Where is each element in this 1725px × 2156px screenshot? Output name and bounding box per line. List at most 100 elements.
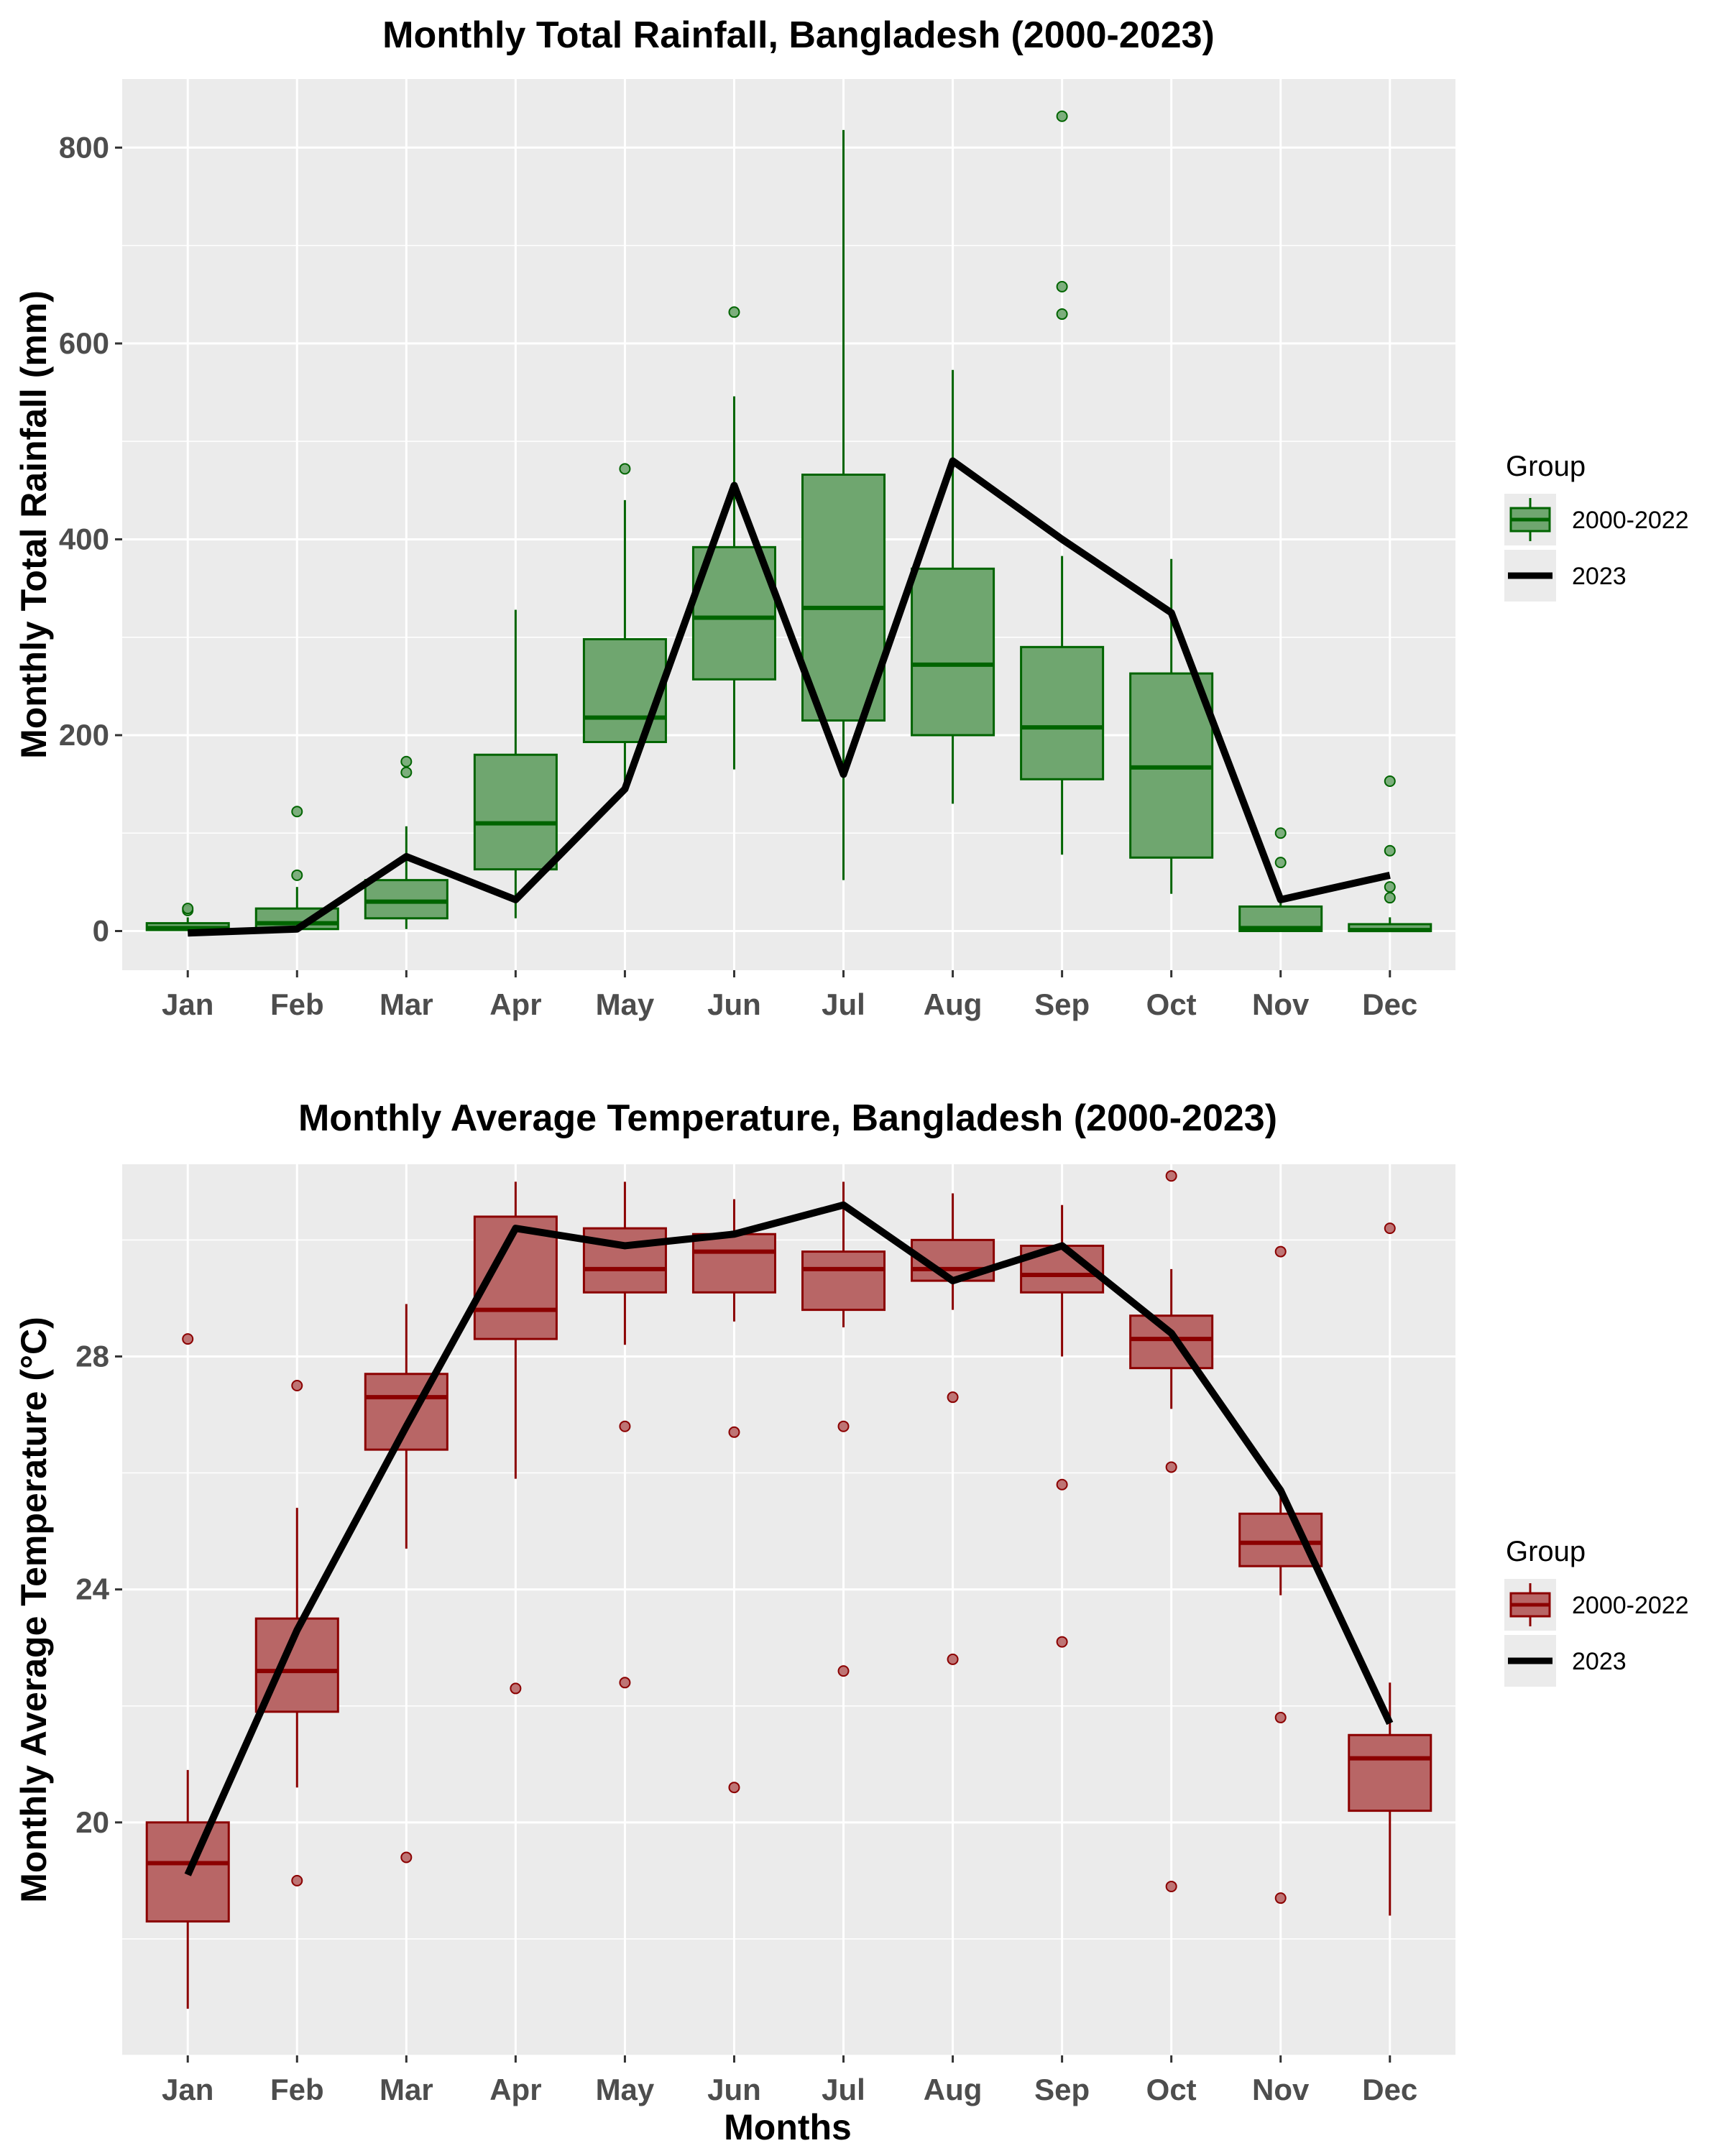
y-tick-label: 28: [75, 1339, 109, 1373]
rainfall-box-oct: [1129, 558, 1214, 894]
temperature-box-jul: [801, 1181, 886, 1677]
outlier-point: [1384, 775, 1396, 788]
temperature-boxplots: [145, 1170, 1432, 2009]
rainfall-box-dec: [1348, 775, 1432, 933]
outlier-point: [400, 755, 413, 768]
outlier-point: [728, 306, 740, 318]
temperature-box-oct: [1129, 1170, 1214, 1892]
outlier-point: [1384, 1222, 1396, 1235]
x-tick-label: Apr: [489, 2073, 541, 2106]
outlier-point: [400, 766, 413, 778]
outlier-point: [947, 1391, 959, 1404]
temperature-legend-label-line: 2023: [1572, 1648, 1627, 1675]
outlier-point: [728, 1782, 740, 1794]
temperature-chart: Monthly Average Temperature, Bangladesh …: [14, 1097, 1689, 2147]
outlier-point: [837, 1665, 850, 1677]
outlier-point: [1274, 1245, 1287, 1258]
outlier-point: [1274, 857, 1287, 869]
rainfall-box-nov: [1238, 827, 1323, 932]
rainfall-2023-line: [188, 457, 1391, 937]
rainfall-legend-title: Group: [1506, 451, 1586, 482]
x-tick-label: Dec: [1362, 2073, 1417, 2106]
iqr-box: [691, 1233, 776, 1294]
iqr-box: [582, 637, 667, 744]
rainfall-x-ticks: Jan Feb Mar Apr May Jun Jul Aug Sep Oct Nov Dec: [162, 970, 1417, 1021]
temperature-x-axis-title: Months: [724, 2107, 852, 2147]
outlier-point: [1056, 1478, 1068, 1491]
outlier-point: [728, 1426, 740, 1438]
rainfall-chart: Monthly Total Rainfall, Bangladesh (2000…: [14, 14, 1689, 1021]
temperature-y-ticks: 20 24 28: [75, 1339, 122, 1839]
iqr-box: [364, 1373, 448, 1451]
x-tick-label: Oct: [1146, 987, 1197, 1021]
iqr-box: [1129, 1314, 1214, 1370]
rainfall-legend-label-box: 2000-2022: [1572, 507, 1689, 534]
temperature-legend: Group 2000-2022 2023: [1504, 1536, 1689, 1687]
rainfall-box-apr: [473, 609, 558, 918]
x-tick-label: May: [596, 2073, 655, 2106]
x-tick-label: Jun: [707, 987, 761, 1021]
outlier-point: [1384, 844, 1396, 857]
outlier-point: [182, 903, 194, 915]
iqr-box: [364, 879, 448, 920]
rainfall-box-mar: [364, 755, 448, 929]
outlier-point: [400, 1851, 413, 1864]
x-tick-label: Dec: [1362, 987, 1417, 1021]
temperature-box-dec: [1348, 1222, 1432, 1916]
x-tick-label: Apr: [489, 987, 541, 1021]
x-tick-label: Nov: [1252, 2073, 1310, 2106]
x-tick-label: Nov: [1252, 987, 1310, 1021]
iqr-box: [911, 567, 995, 737]
rainfall-legend-label-line: 2023: [1572, 563, 1627, 590]
outlier-point: [1384, 881, 1396, 893]
x-tick-label: Feb: [270, 2073, 324, 2106]
outlier-point: [1056, 308, 1068, 321]
y-tick-label: 800: [59, 130, 109, 164]
x-tick-label: Aug: [924, 2073, 983, 2106]
x-tick-label: Feb: [270, 987, 324, 1021]
iqr-box: [801, 474, 886, 722]
temperature-2023-line: [184, 1201, 1394, 1876]
temperature-y-axis-title: Monthly Average Temperature (°C): [14, 1317, 54, 1903]
outlier-point: [1056, 1636, 1068, 1648]
rainfall-y-ticks: 0 200 400 600 800: [59, 130, 122, 947]
outlier-point: [291, 1874, 303, 1886]
outlier-point: [947, 1653, 959, 1665]
outlier-point: [1165, 1880, 1177, 1892]
x-tick-label: Mar: [380, 2073, 433, 2106]
x-tick-label: Sep: [1034, 987, 1090, 1021]
rainfall-box-aug: [911, 369, 995, 804]
outlier-point: [837, 1420, 850, 1432]
x-tick-label: May: [596, 987, 655, 1021]
x-tick-label: Jul: [822, 2073, 865, 2106]
x-tick-label: Mar: [380, 987, 433, 1021]
iqr-box: [1238, 1512, 1323, 1567]
temperature-box-nov: [1238, 1245, 1323, 1904]
rainfall-box-may: [582, 463, 667, 785]
outlier-point: [1165, 1170, 1177, 1182]
y-tick-label: 200: [59, 718, 109, 752]
x-tick-label: Jun: [707, 2073, 761, 2106]
iqr-box: [473, 753, 558, 871]
temperature-chart-title: Monthly Average Temperature, Bangladesh …: [298, 1097, 1277, 1139]
outlier-point: [1056, 280, 1068, 292]
iqr-box: [1020, 645, 1105, 780]
y-tick-label: 600: [59, 326, 109, 360]
rainfall-box-jul: [801, 129, 886, 880]
temperature-legend-label-box: 2000-2022: [1572, 1592, 1689, 1619]
y-tick-label: 20: [75, 1805, 109, 1839]
temperature-2023-line-layer: [184, 1201, 1394, 1876]
outlier-point: [1056, 110, 1068, 122]
temperature-legend-title: Group: [1506, 1536, 1586, 1567]
temperature-plot-panel: [122, 1164, 1455, 2055]
outlier-point: [619, 463, 631, 475]
rainfall-legend: Group 2000-2022 2023: [1504, 451, 1689, 602]
outlier-point: [619, 1420, 631, 1432]
x-tick-label: Jan: [162, 987, 213, 1021]
y-tick-label: 400: [59, 522, 109, 556]
rainfall-y-axis-title: Monthly Total Rainfall (mm): [14, 290, 54, 759]
iqr-box: [1348, 1733, 1432, 1812]
outlier-point: [1165, 1461, 1177, 1473]
rainfall-box-sep: [1020, 110, 1105, 855]
